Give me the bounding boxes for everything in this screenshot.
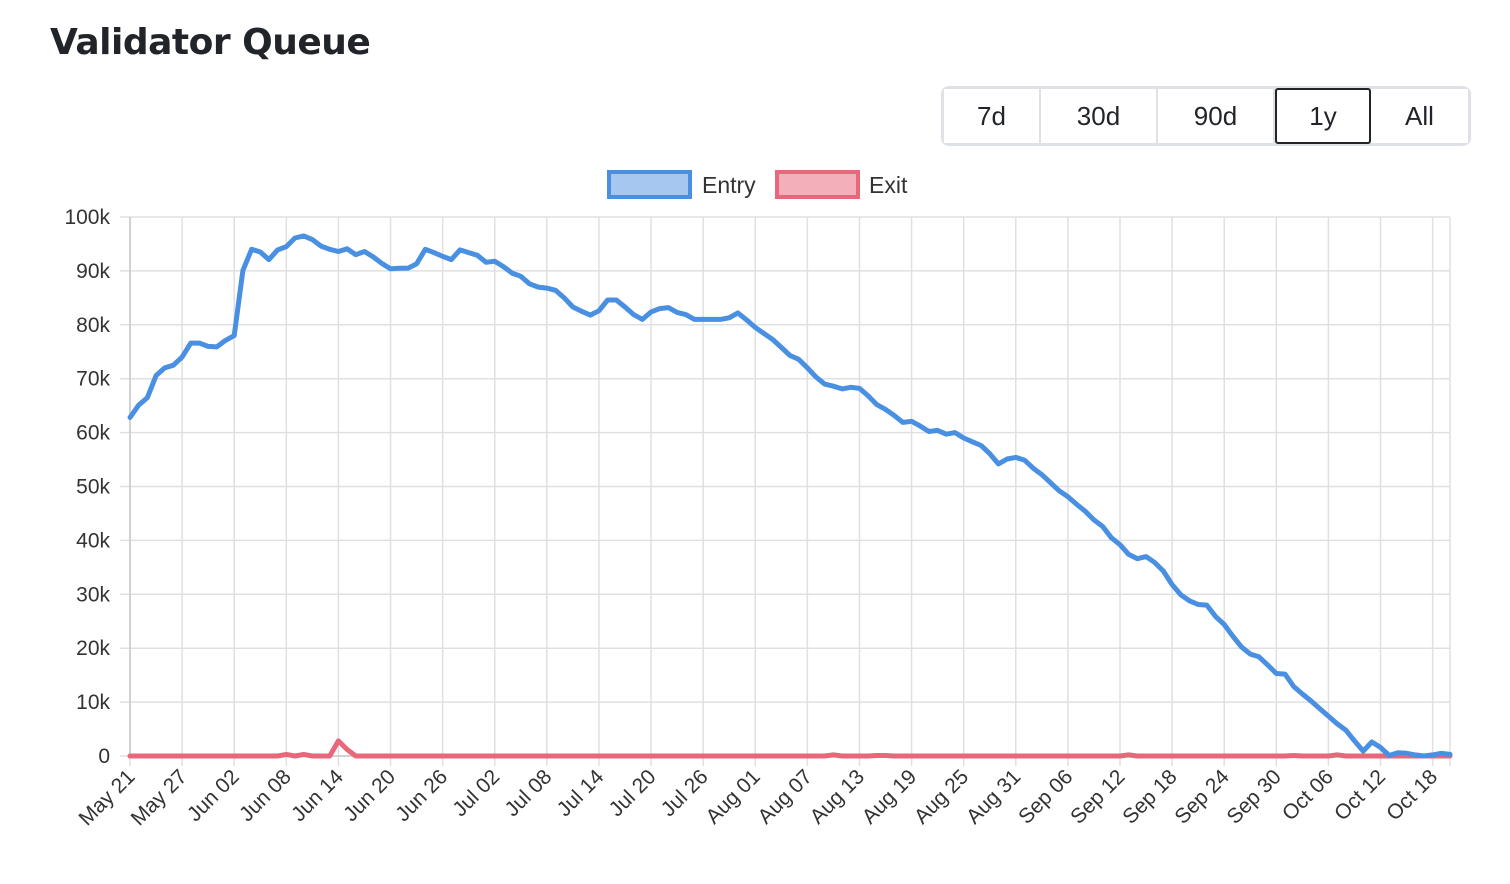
time-range-selector: 7d 30d 90d 1y All <box>941 86 1471 146</box>
y-tick-label: 0 <box>98 745 110 768</box>
x-tick-label: Jul 08 <box>500 765 556 821</box>
x-tick-label: Aug 01 <box>701 765 764 828</box>
chart-grid <box>120 216 1451 766</box>
chart-legend: Entry Exit <box>607 170 908 199</box>
legend-swatch-entry <box>607 170 692 199</box>
x-tick-label: Jul 14 <box>553 765 609 821</box>
x-tick-label: Aug 07 <box>754 765 817 828</box>
x-tick-label: Jun 02 <box>183 765 244 826</box>
series-line-exit <box>127 738 1453 759</box>
y-tick-label: 40k <box>76 529 110 552</box>
x-tick-label: Sep 18 <box>1118 765 1181 828</box>
y-tick-label: 90k <box>76 260 110 283</box>
y-tick-label: 100k <box>64 206 110 229</box>
y-tick-label: 20k <box>76 637 110 660</box>
x-tick-label: Sep 12 <box>1066 765 1129 828</box>
x-tick-label: Oct 12 <box>1330 765 1390 825</box>
y-tick-label: 30k <box>76 583 110 606</box>
x-tick-label: Jul 20 <box>605 765 661 821</box>
x-tick-label: Sep 30 <box>1223 765 1286 828</box>
x-tick-label: Jul 02 <box>448 765 504 821</box>
legend-swatch-exit <box>775 170 860 199</box>
y-tick-label: 80k <box>76 314 110 337</box>
page-title: Validator Queue <box>50 22 371 63</box>
legend-label-entry: Entry <box>702 172 756 198</box>
x-tick-label: Aug 13 <box>806 765 869 828</box>
y-tick-label: 60k <box>76 422 110 445</box>
x-tick-label: Aug 31 <box>962 765 1025 828</box>
y-tick-label: 50k <box>76 476 110 499</box>
range-1y-button[interactable]: 1y <box>1275 88 1371 144</box>
x-tick-label: Oct 06 <box>1278 765 1338 825</box>
x-tick-label: Aug 19 <box>858 765 921 828</box>
chart-lines <box>127 233 1453 759</box>
x-tick-label: Oct 18 <box>1382 765 1442 825</box>
x-tick-label: Jun 20 <box>339 765 400 826</box>
series-line-entry <box>127 233 1453 759</box>
x-tick-label: Jun 14 <box>287 765 348 826</box>
y-tick-label: 10k <box>76 691 110 714</box>
x-tick-label: Sep 06 <box>1014 765 1077 828</box>
x-tick-label: May 21 <box>75 765 140 830</box>
x-tick-label: Jun 08 <box>235 765 296 826</box>
legend-label-exit: Exit <box>869 172 908 198</box>
x-tick-label: Aug 25 <box>910 765 973 828</box>
x-tick-label: Sep 24 <box>1170 765 1234 829</box>
x-tick-label: May 27 <box>127 765 192 830</box>
range-30d-button[interactable]: 30d <box>1041 89 1158 143</box>
range-7d-button[interactable]: 7d <box>944 89 1041 143</box>
range-90d-button[interactable]: 90d <box>1158 89 1275 143</box>
y-tick-label: 70k <box>76 368 110 391</box>
y-axis: 0 10k 20k 30k 40k 50k 60k 70k 80k 90k 100k <box>64 206 131 768</box>
range-all-button[interactable]: All <box>1371 89 1468 143</box>
x-tick-label: Jun 26 <box>391 765 452 826</box>
